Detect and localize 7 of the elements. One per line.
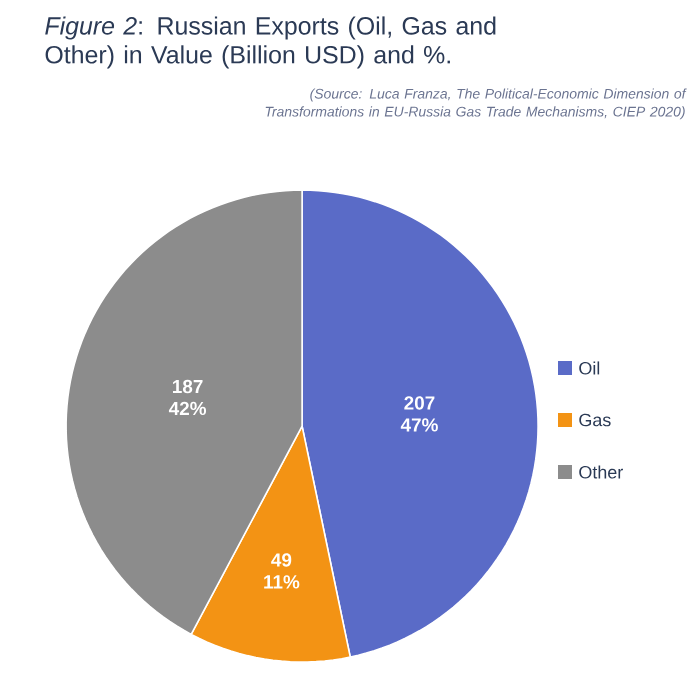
legend-label: Gas	[579, 413, 611, 427]
data-label: 187 42%	[168, 379, 207, 416]
data-label: 49 11%	[264, 553, 300, 589]
data-label: 207 47%	[400, 396, 438, 432]
legend-label: Other	[579, 465, 623, 479]
legend-label: Oil	[579, 361, 600, 375]
chart-title: Figure 2: Russian Exports (Oil, Gas and Other) in Value (Billion USD) and %.	[45, 16, 496, 69]
